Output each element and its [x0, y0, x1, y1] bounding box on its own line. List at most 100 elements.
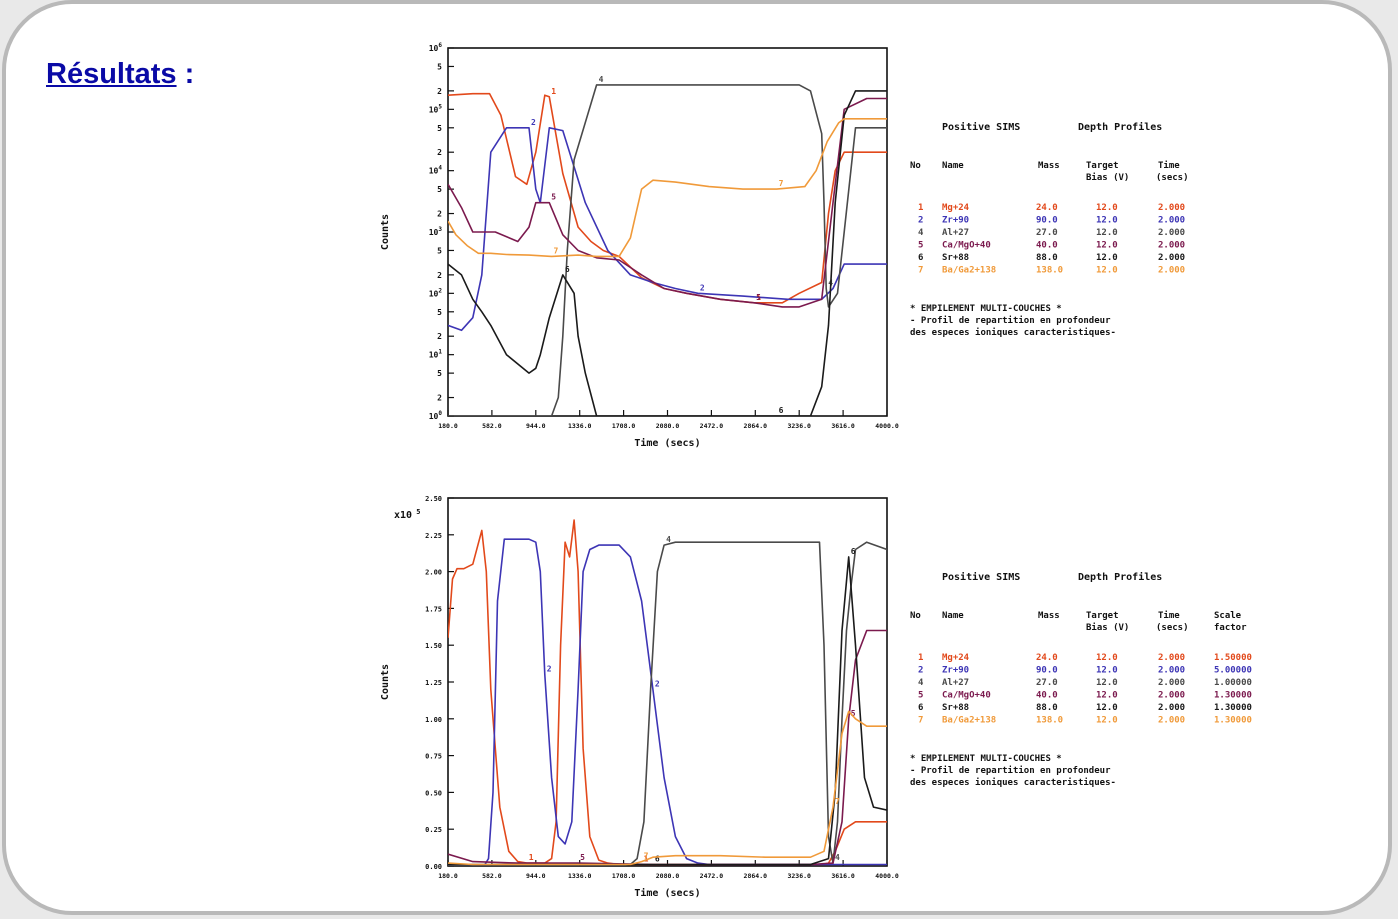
- legend-header-left: Positive SIMS: [942, 121, 1020, 133]
- legend-row-name: Zr+90: [942, 216, 969, 226]
- y-tick-exponent: 1: [438, 349, 442, 356]
- legend-col-no: No: [910, 161, 921, 171]
- y-tick-label: 5: [437, 185, 442, 194]
- y-tick-label: 2.50: [425, 495, 442, 503]
- legend-row-time: 2.000: [1158, 228, 1185, 238]
- legend-row-bias: 12.0: [1096, 703, 1118, 713]
- legend-col-scale: Scale: [1214, 611, 1242, 621]
- legend-row-mass: 24.0: [1036, 203, 1058, 213]
- legend-note-3: des especes ioniques caracteristiques-: [910, 777, 1116, 788]
- y-axis-label: Counts: [380, 214, 391, 250]
- legend-row-name: Al+27: [942, 228, 969, 238]
- y-tick-label: 0.00: [425, 863, 442, 871]
- series-line-7: [448, 710, 887, 866]
- legend-note-2: - Profil de repartition en profondeur: [910, 765, 1111, 776]
- y-tick-exponent: 4: [438, 165, 442, 172]
- legend-col-time: Time: [1158, 160, 1180, 171]
- y-tick-label: 2.00: [425, 569, 442, 577]
- series-marker-label: 7: [554, 246, 559, 255]
- y-tick-label: 2: [437, 87, 442, 96]
- x-tick-label: 944.0: [526, 422, 546, 430]
- legend-row-no: 6: [918, 703, 923, 713]
- x-tick-label: 1336.0: [568, 422, 592, 430]
- series-marker-label: 2: [655, 679, 660, 688]
- y-tick-label: 5: [437, 246, 442, 255]
- x-tick-label: 180.0: [438, 872, 458, 880]
- legend-row-name: Mg+24: [942, 203, 970, 213]
- x-tick-label: 3236.0: [787, 422, 811, 430]
- legend-note-1: * EMPILEMENT MULTI-COUCHES *: [910, 304, 1062, 314]
- series-marker-label: 2: [547, 665, 552, 674]
- series-marker-label: 2: [531, 118, 536, 127]
- legend-header-left: Positive SIMS: [942, 571, 1020, 583]
- series-marker-label: 1: [529, 853, 534, 862]
- y-tick-label: 104: [429, 165, 443, 176]
- series-line-5: [448, 629, 887, 866]
- series-marker-label: 7: [779, 179, 784, 188]
- legend-row-mass: 88.0: [1036, 703, 1058, 713]
- y-multiplier: x10 5: [394, 508, 421, 521]
- x-axis-label: Time (secs): [634, 887, 700, 899]
- y-tick-label: 2: [437, 271, 442, 280]
- legend-row-no: 4: [918, 228, 924, 238]
- x-tick-label: 2864.0: [744, 422, 768, 430]
- legend-row-time: 2.000: [1158, 703, 1185, 713]
- series-marker-label: 2: [700, 283, 705, 292]
- legend-row-scale: 1.50000: [1214, 653, 1252, 663]
- legend: Positive SIMS Depth Profiles No Name Mass Tar…: [910, 571, 1252, 788]
- series-line-6: [448, 556, 887, 866]
- y-axis-label: Counts: [380, 664, 391, 700]
- legend-note-2: - Profil de repartition en profondeur: [910, 315, 1111, 326]
- legend-row-bias: 12.0: [1096, 653, 1118, 663]
- legend-row-time: 2.000: [1158, 203, 1185, 213]
- legend-row-mass: 90.0: [1036, 216, 1058, 226]
- legend-row-mass: 138.0: [1036, 716, 1063, 726]
- results-link[interactable]: Résultats: [46, 58, 177, 90]
- legend-row-time: 2.000: [1158, 253, 1185, 263]
- legend-col-no: No: [910, 611, 921, 621]
- legend-row-name: Ca/MgO+40: [942, 241, 991, 251]
- y-tick-label: 1.00: [425, 716, 442, 724]
- series-marker-label: 1: [551, 87, 556, 96]
- title-colon: :: [176, 58, 195, 90]
- legend-col-secs: (secs): [1156, 623, 1189, 633]
- legend-col-name: Name: [942, 161, 964, 171]
- legend-row-mass: 40.0: [1036, 691, 1058, 701]
- legend-col-name: Name: [942, 611, 964, 621]
- legend-row-bias: 12.0: [1096, 266, 1118, 276]
- legend-row-mass: 27.0: [1036, 228, 1058, 238]
- x-tick-label: 582.0: [482, 422, 502, 430]
- y-tick-exponent: 3: [438, 226, 442, 233]
- x-tick-label: 944.0: [526, 872, 546, 880]
- legend-row-mass: 138.0: [1036, 266, 1063, 276]
- legend-row-bias: 12.0: [1096, 228, 1118, 238]
- series-marker-label: 4: [599, 75, 604, 84]
- x-tick-label: 2472.0: [700, 872, 724, 880]
- legend-row-no: 4: [918, 678, 924, 688]
- x-tick-label: 4000.0: [875, 422, 899, 430]
- legend-col-mass: Mass: [1038, 161, 1060, 171]
- legend-row-bias: 12.0: [1096, 203, 1118, 213]
- y-tick-exponent: 6: [438, 42, 442, 49]
- x-tick-label: 4000.0: [875, 872, 899, 880]
- legend-row-time: 2.000: [1158, 266, 1185, 276]
- legend-col-target: Target: [1086, 161, 1119, 171]
- series-line-2: [448, 127, 887, 332]
- series-marker-label: 5: [756, 293, 761, 302]
- legend-col-secs: (secs): [1156, 173, 1189, 183]
- series-marker-label: 5: [851, 709, 856, 718]
- series-marker-label: 4: [666, 535, 671, 544]
- legend-row-no: 2: [918, 666, 923, 676]
- y-tick-label: 1.75: [425, 605, 442, 613]
- legend-row-time: 2.000: [1158, 678, 1185, 688]
- series-marker-label: 6: [851, 547, 856, 556]
- legend-row-mass: 24.0: [1036, 653, 1058, 663]
- legend-row-time: 2.000: [1158, 241, 1185, 251]
- x-tick-label: 3616.0: [831, 872, 855, 880]
- series-marker-label: 4: [835, 853, 840, 862]
- x-tick-label: 2864.0: [744, 872, 768, 880]
- x-tick-label: 1708.0: [612, 872, 636, 880]
